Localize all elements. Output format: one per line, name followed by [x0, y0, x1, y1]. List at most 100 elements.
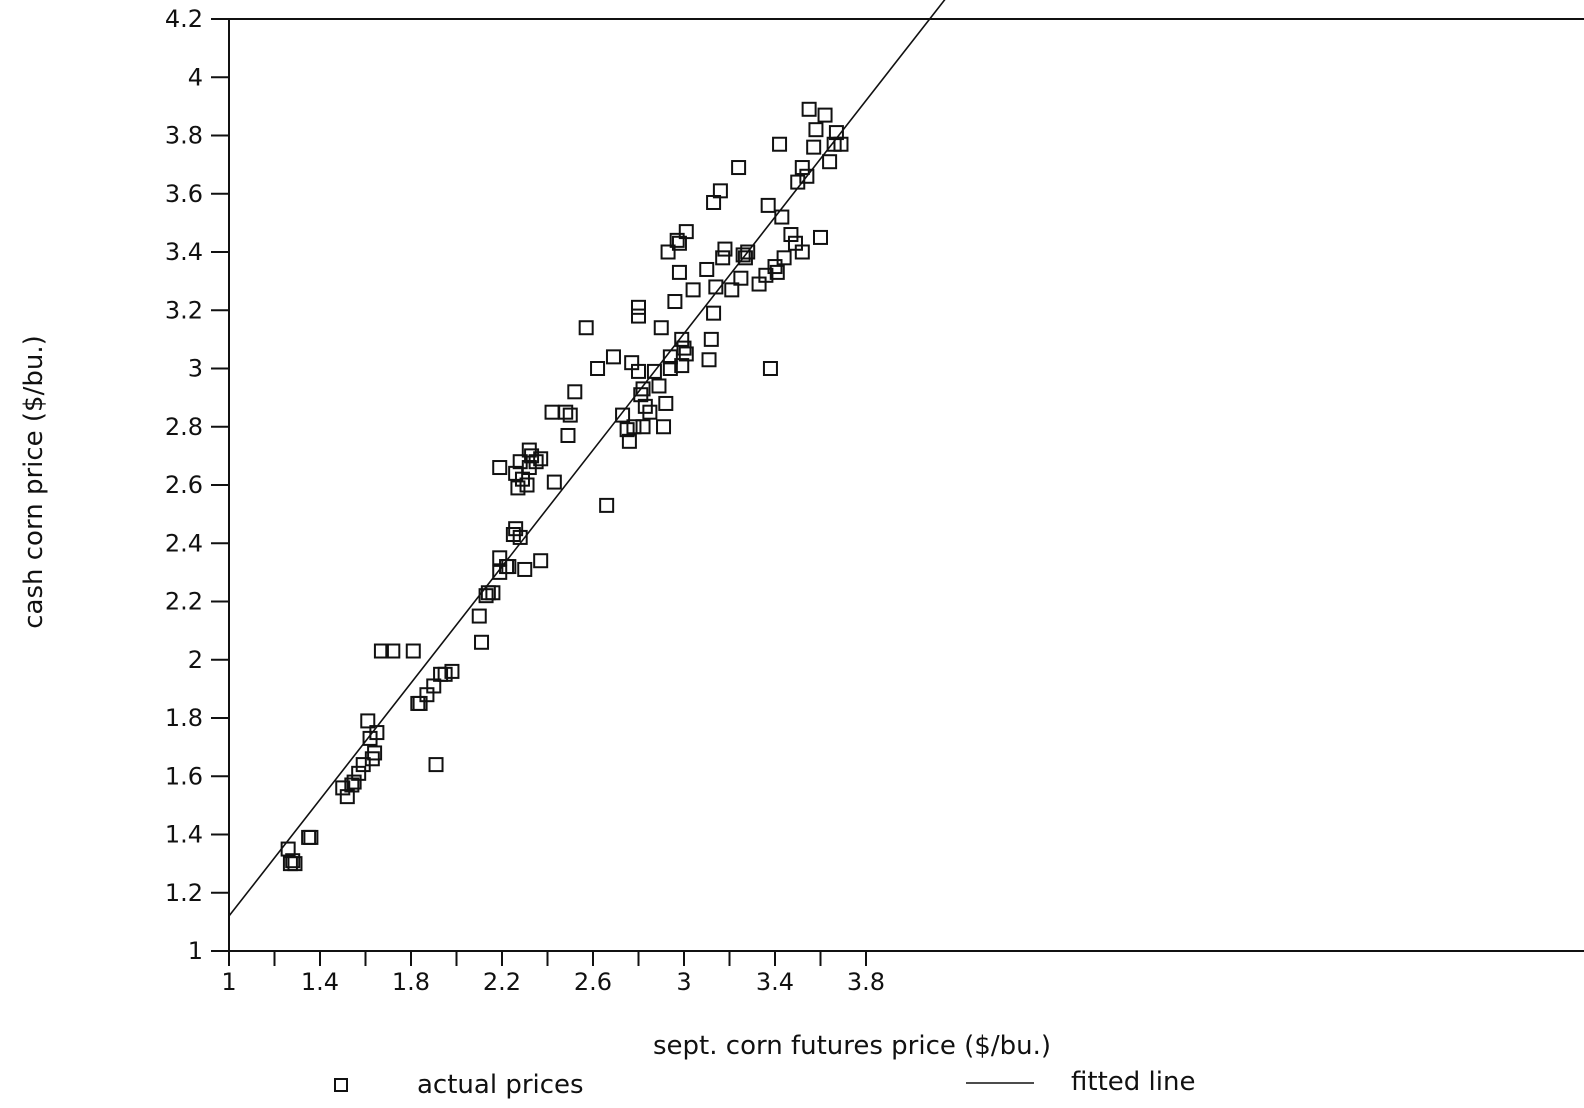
- data-point: [662, 349, 678, 365]
- data-point: [731, 160, 747, 176]
- data-point: [578, 320, 594, 336]
- data-point: [801, 101, 817, 117]
- data-point: [653, 320, 669, 336]
- data-point: [562, 407, 578, 423]
- data-point: [385, 643, 401, 659]
- data-point: [635, 381, 651, 397]
- legend-label-actual-prices: actual prices: [417, 1070, 584, 1100]
- data-point: [558, 404, 574, 420]
- data-point: [715, 250, 731, 266]
- data-point: [674, 358, 690, 374]
- data-point: [708, 279, 724, 295]
- y-tick-label: 4.2: [165, 5, 203, 33]
- x-tick-label: 1.4: [301, 968, 339, 996]
- data-point: [656, 419, 672, 435]
- data-point: [285, 853, 301, 869]
- data-point: [701, 352, 717, 368]
- data-point: [369, 725, 385, 741]
- data-point: [367, 745, 383, 761]
- data-point: [512, 529, 528, 545]
- y-tick-label: 2.6: [165, 471, 203, 499]
- data-point: [774, 209, 790, 225]
- data-point: [699, 261, 715, 277]
- y-tick-label: 1: [188, 937, 203, 965]
- data-point: [635, 419, 651, 435]
- data-point: [828, 125, 844, 141]
- data-point: [615, 407, 631, 423]
- data-point: [740, 244, 756, 260]
- data-point: [631, 299, 646, 315]
- data-point: [674, 331, 690, 347]
- x-tick-label: 3.4: [756, 968, 794, 996]
- data-point: [646, 363, 662, 379]
- fitted-line: [228, 0, 946, 917]
- data-point: [808, 122, 824, 138]
- x-axis: 1 1.4 1.8 2.2 2.6 3 3.4 3.8: [221, 951, 885, 996]
- data-point: [546, 474, 562, 490]
- y-axis: 1 1.2 1.4 1.6 1.8 2 2.2 2.4 2.6 2.8 3 3.2 3.4 3.6 3.8 4…: [165, 5, 229, 965]
- data-point: [806, 139, 822, 155]
- data-point: [533, 451, 549, 467]
- data-point: [351, 765, 367, 781]
- y-tick-label: 3.6: [165, 180, 203, 208]
- data-point: [822, 154, 838, 170]
- data-point: [733, 270, 749, 286]
- data-point: [510, 480, 526, 496]
- legend: actual prices fitted line: [334, 1067, 1195, 1100]
- data-point: [626, 419, 642, 435]
- data-point: [474, 634, 490, 650]
- x-tick-label: 1.8: [392, 968, 430, 996]
- data-point: [508, 521, 524, 537]
- data-point: [631, 363, 646, 379]
- plot-frame: [228, 18, 1584, 952]
- data-point: [833, 136, 849, 152]
- data-point: [346, 774, 362, 790]
- y-tick-label: 4: [188, 63, 203, 91]
- y-axis-title: cash corn price ($/bu.): [19, 335, 49, 629]
- data-point: [776, 250, 792, 266]
- data-point: [678, 346, 694, 362]
- data-point: [783, 227, 799, 243]
- data-point: [706, 305, 722, 321]
- y-tick-label: 3.8: [165, 122, 203, 150]
- data-point: [669, 232, 685, 248]
- x-tick-label: 1: [221, 968, 236, 996]
- data-point: [772, 136, 788, 152]
- x-axis-title: sept. corn futures price ($/bu.): [653, 1031, 1051, 1061]
- data-point: [621, 433, 637, 449]
- y-tick-label: 3.2: [165, 296, 203, 324]
- data-point: [444, 663, 460, 679]
- data-point: [471, 608, 487, 624]
- data-point: [303, 829, 319, 845]
- x-tick-label: 2.2: [483, 968, 521, 996]
- y-tick-label: 2: [188, 646, 203, 674]
- data-point: [492, 460, 508, 476]
- data-point: [813, 229, 828, 245]
- x-tick-label: 2.6: [574, 968, 612, 996]
- data-point: [794, 244, 810, 260]
- data-point: [760, 197, 776, 213]
- data-point: [799, 168, 815, 184]
- y-tick-label: 2.4: [165, 529, 203, 557]
- legend-label-fitted-line: fitted line: [1071, 1067, 1195, 1097]
- data-point: [762, 361, 778, 376]
- data-point: [360, 713, 376, 729]
- data-point: [373, 643, 389, 659]
- data-point: [519, 477, 535, 493]
- data-point: [685, 282, 701, 298]
- data-point: [658, 395, 674, 411]
- data-point: [517, 561, 533, 577]
- x-tick-label: 3.8: [847, 968, 885, 996]
- data-point: [662, 361, 678, 376]
- y-tick-label: 3.4: [165, 238, 203, 266]
- data-point: [712, 183, 728, 199]
- data-point: [651, 378, 667, 394]
- data-point: [717, 241, 733, 257]
- data-point: [667, 294, 683, 310]
- data-point: [631, 308, 646, 324]
- data-point: [817, 107, 833, 123]
- data-point: [724, 282, 740, 298]
- data-point: [485, 585, 501, 601]
- data-point: [560, 427, 576, 443]
- data-point: [599, 497, 615, 513]
